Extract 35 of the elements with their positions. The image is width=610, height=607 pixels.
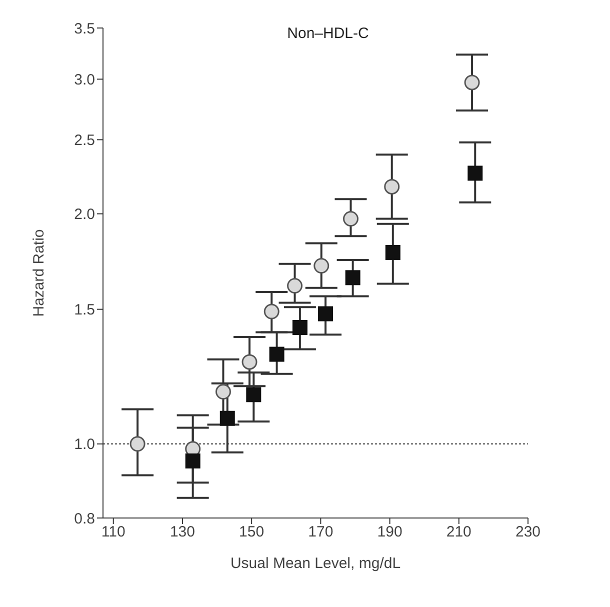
point bbox=[130, 436, 146, 452]
point bbox=[345, 270, 360, 286]
y-tick-label: 3.5 bbox=[74, 20, 95, 38]
y-tick-label: 0.8 bbox=[74, 510, 95, 528]
point bbox=[264, 304, 280, 320]
y-axis-title: Hazard Ratio bbox=[30, 229, 48, 317]
point bbox=[287, 278, 303, 294]
x-tick-label: 210 bbox=[446, 524, 472, 541]
point bbox=[342, 211, 358, 227]
point bbox=[292, 320, 308, 335]
point bbox=[220, 410, 235, 426]
point bbox=[468, 166, 483, 181]
x-axis-title: Usual Mean Level, mg/dL bbox=[230, 555, 401, 572]
y-tick-label: 3.0 bbox=[74, 72, 95, 89]
point bbox=[464, 74, 480, 90]
x-tick-label: 230 bbox=[515, 524, 541, 541]
point bbox=[318, 306, 334, 322]
y-tick-label: 2.5 bbox=[74, 132, 95, 150]
y-tick-label: 1.0 bbox=[74, 436, 95, 454]
point bbox=[185, 453, 200, 468]
y-tick-label: 1.5 bbox=[74, 302, 95, 319]
x-tick-label: 110 bbox=[101, 524, 126, 541]
x-tick-label: 150 bbox=[239, 524, 264, 541]
x-tick-label: 130 bbox=[170, 524, 195, 541]
x-tick-label: 170 bbox=[308, 524, 334, 541]
point bbox=[384, 178, 400, 194]
y-tick-label: 2.0 bbox=[74, 206, 95, 224]
point bbox=[314, 258, 330, 274]
x-tick-label: 190 bbox=[377, 524, 402, 541]
point bbox=[242, 354, 258, 370]
point bbox=[269, 346, 284, 362]
point bbox=[385, 244, 400, 260]
chart-title: Non–HDL-C bbox=[287, 25, 370, 42]
point bbox=[215, 384, 231, 400]
point bbox=[246, 387, 262, 402]
